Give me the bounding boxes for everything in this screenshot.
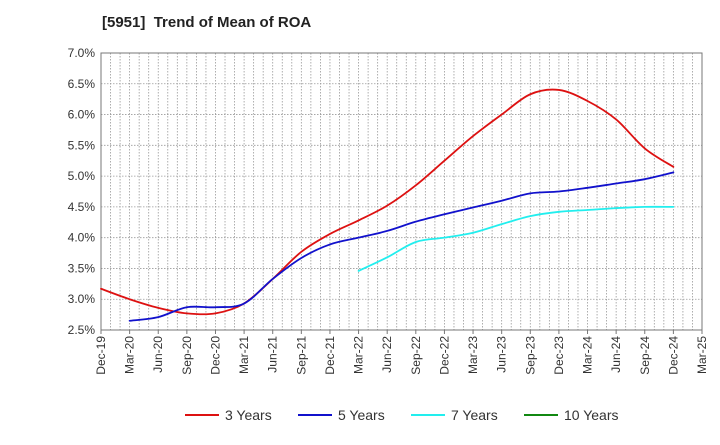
series-line-7-years — [357, 205, 675, 272]
y-tick-label: 3.0% — [68, 292, 96, 306]
x-tick-label: Jun-24 — [609, 336, 623, 373]
x-tick-label: Mar-25 — [695, 336, 709, 374]
series-line-3-years — [100, 88, 675, 316]
plot-border — [100, 52, 703, 331]
y-tick-label: 6.5% — [68, 77, 96, 91]
x-tick-label: Mar-22 — [352, 336, 366, 374]
x-tick-label: Dec-20 — [208, 336, 222, 375]
x-tick-label: Jun-21 — [266, 336, 280, 373]
x-tick-label: Sep-23 — [523, 336, 537, 375]
x-tick-label: Dec-24 — [666, 336, 680, 375]
y-tick-label: 6.0% — [68, 108, 96, 122]
y-tick-label: 5.5% — [68, 138, 96, 152]
y-tick-label: 5.0% — [68, 169, 96, 183]
x-tick-label: Dec-19 — [94, 336, 108, 375]
legend-label-7-years: 7 Years — [451, 407, 498, 423]
y-tick-label: 2.5% — [68, 323, 96, 337]
legend-label-10-years: 10 Years — [564, 407, 619, 423]
x-tick-label: Sep-20 — [180, 336, 194, 375]
x-tick-label: Dec-22 — [437, 336, 451, 375]
y-tick-label: 3.5% — [68, 261, 96, 275]
x-tick-label: Mar-20 — [123, 336, 137, 374]
legend-label-3-years: 3 Years — [225, 407, 272, 423]
x-tick-label: Jun-22 — [380, 336, 394, 373]
x-tick-label: Dec-23 — [552, 336, 566, 375]
x-tick-label: Mar-23 — [466, 336, 480, 374]
x-tick-label: Jun-23 — [495, 336, 509, 373]
x-tick-label: Dec-21 — [323, 336, 337, 375]
x-tick-label: Sep-24 — [638, 336, 652, 375]
x-tick-label: Sep-22 — [409, 336, 423, 375]
chart-title: [5951] Trend of Mean of ROA — [102, 14, 312, 31]
series-line-5-years — [128, 171, 675, 322]
y-tick-label: 4.5% — [68, 200, 96, 214]
plot-area — [101, 53, 702, 330]
y-tick-label: 7.0% — [68, 46, 96, 60]
x-tick-label: Sep-21 — [294, 336, 308, 375]
x-tick-label: Mar-24 — [581, 336, 595, 374]
x-tick-label: Jun-20 — [151, 336, 165, 373]
legend-label-5-years: 5 Years — [338, 407, 385, 423]
y-tick-label: 4.0% — [68, 231, 96, 245]
x-tick-label: Mar-21 — [237, 336, 251, 374]
